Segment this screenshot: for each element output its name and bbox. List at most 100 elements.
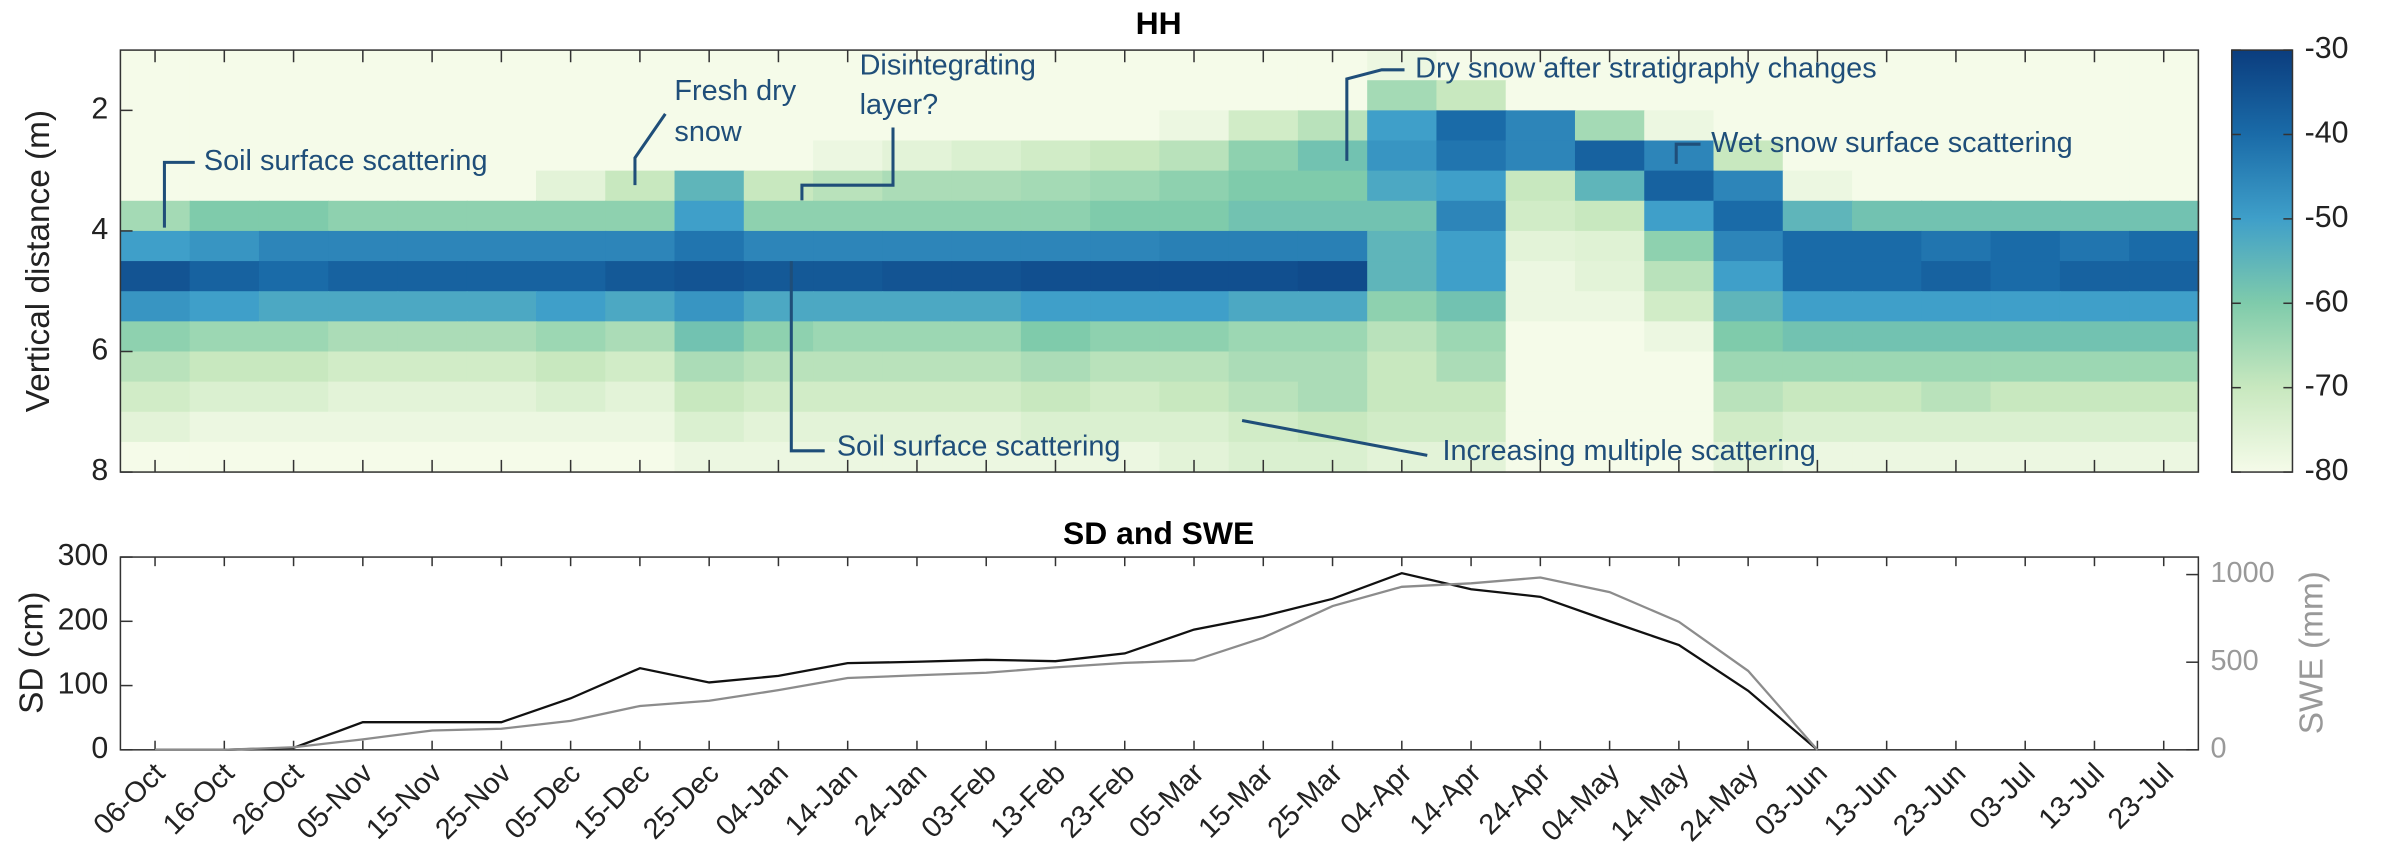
heat-cell	[1090, 351, 1161, 383]
colorbar-label: -50	[2305, 201, 2349, 234]
heat-cell	[1297, 351, 1369, 383]
heat-cell	[951, 411, 1022, 443]
heat-cell	[1852, 291, 1923, 323]
heat-cell	[1505, 170, 1576, 202]
heat-cell	[328, 381, 399, 413]
heat-cell	[536, 110, 607, 142]
leader	[1674, 142, 1701, 164]
heat-cell	[1990, 230, 2061, 262]
heat-cell	[1020, 230, 1092, 262]
heat-cell	[328, 110, 399, 142]
heat-cell	[1921, 321, 1992, 353]
heat-cell	[1644, 200, 1715, 232]
heat-cell	[120, 230, 191, 262]
x-tick-label: 04-Apr	[1334, 757, 1418, 841]
heat-cell	[605, 140, 676, 172]
annotation: Soil surface scattering	[204, 145, 488, 177]
heat-cell	[1159, 230, 1230, 262]
heat-cell	[813, 80, 884, 112]
heat-cell	[1367, 381, 1438, 413]
heat-cell	[1713, 381, 1784, 413]
heat-cell	[2129, 230, 2200, 262]
heat-cell	[1090, 140, 1161, 172]
heat-cell	[605, 411, 676, 443]
heat-cell	[189, 411, 260, 443]
heat-cell	[189, 261, 260, 293]
heat-cell	[189, 381, 260, 413]
heat-cell	[1436, 80, 1507, 112]
heat-cell	[258, 291, 330, 323]
heat-cell	[328, 230, 399, 262]
heat-cell	[1852, 351, 1923, 383]
x-tick-label: 03-Jul	[1963, 757, 2041, 835]
heat-cell	[1644, 230, 1715, 262]
heat-cell	[1713, 261, 1784, 293]
heat-cell	[466, 411, 537, 443]
heat-cell	[1990, 381, 2061, 413]
heat-cell	[1228, 291, 1299, 323]
heat-cell	[1505, 140, 1576, 172]
heat-cell	[1367, 230, 1438, 262]
x-tick-label: 05-Mar	[1123, 757, 1210, 844]
heat-cell	[536, 80, 607, 112]
heat-cell	[1020, 291, 1092, 323]
heat-cell	[2129, 110, 2200, 142]
heat-cell	[743, 80, 814, 112]
x-tick-label: 25-Mar	[1262, 757, 1349, 844]
heat-cell	[2059, 230, 2131, 262]
heat-cell	[951, 80, 1022, 112]
heat-cell	[466, 200, 537, 232]
heat-cell	[1297, 110, 1369, 142]
heat-cell	[2059, 140, 2131, 172]
heat-cell	[2129, 411, 2200, 443]
bottom-title: SD and SWE	[1063, 515, 1254, 551]
heat-cell	[328, 80, 399, 112]
heat-cell	[2129, 381, 2200, 413]
heat-cell	[2059, 351, 2131, 383]
heat-cell	[1644, 170, 1715, 202]
heat-cell	[813, 140, 884, 172]
heat-cell	[1644, 321, 1715, 353]
heat-cell	[1297, 381, 1369, 413]
heat-cell	[258, 230, 330, 262]
heat-cell	[1090, 291, 1161, 323]
heat-cell	[258, 411, 330, 443]
annotation: Fresh dry	[674, 75, 796, 107]
heat-cell	[258, 321, 330, 353]
heat-cell	[397, 351, 468, 383]
heat-cell	[328, 261, 399, 293]
heat-cell	[1367, 261, 1438, 293]
heat-cell	[882, 200, 953, 232]
heat-cell	[1505, 80, 1576, 112]
heat-cell	[882, 261, 953, 293]
swe-label: SWE (mm)	[2294, 571, 2331, 734]
x-tick-label: 03-Feb	[915, 757, 1002, 844]
heat-cell	[258, 110, 330, 142]
heat-cell	[1228, 261, 1299, 293]
heat-cell	[466, 110, 537, 142]
heat-cell	[1782, 411, 1853, 443]
heat-cell	[813, 321, 884, 353]
heat-cell	[1921, 140, 1992, 172]
heat-cell	[1020, 80, 1092, 112]
y-tick-label: 6	[91, 334, 108, 367]
annotation: snow	[674, 116, 741, 148]
heat-cell	[1367, 411, 1438, 443]
colorbar-label: -30	[2305, 32, 2349, 65]
heat-cell	[2059, 261, 2131, 293]
heat-cell	[1159, 110, 1230, 142]
heat-cell	[189, 140, 260, 172]
x-tick-label: 04-Jan	[710, 757, 795, 842]
heat-cell	[1228, 170, 1299, 202]
heat-cell	[258, 381, 330, 413]
heat-cell	[536, 291, 607, 323]
heat-cell	[1228, 200, 1299, 232]
heat-cell	[951, 140, 1022, 172]
heat-cell	[1852, 381, 1923, 413]
heat-cell	[1921, 110, 1992, 142]
heat-cell	[674, 381, 745, 413]
heat-cell	[1921, 261, 1992, 293]
heat-cell	[1713, 200, 1784, 232]
heat-cell	[1505, 261, 1576, 293]
